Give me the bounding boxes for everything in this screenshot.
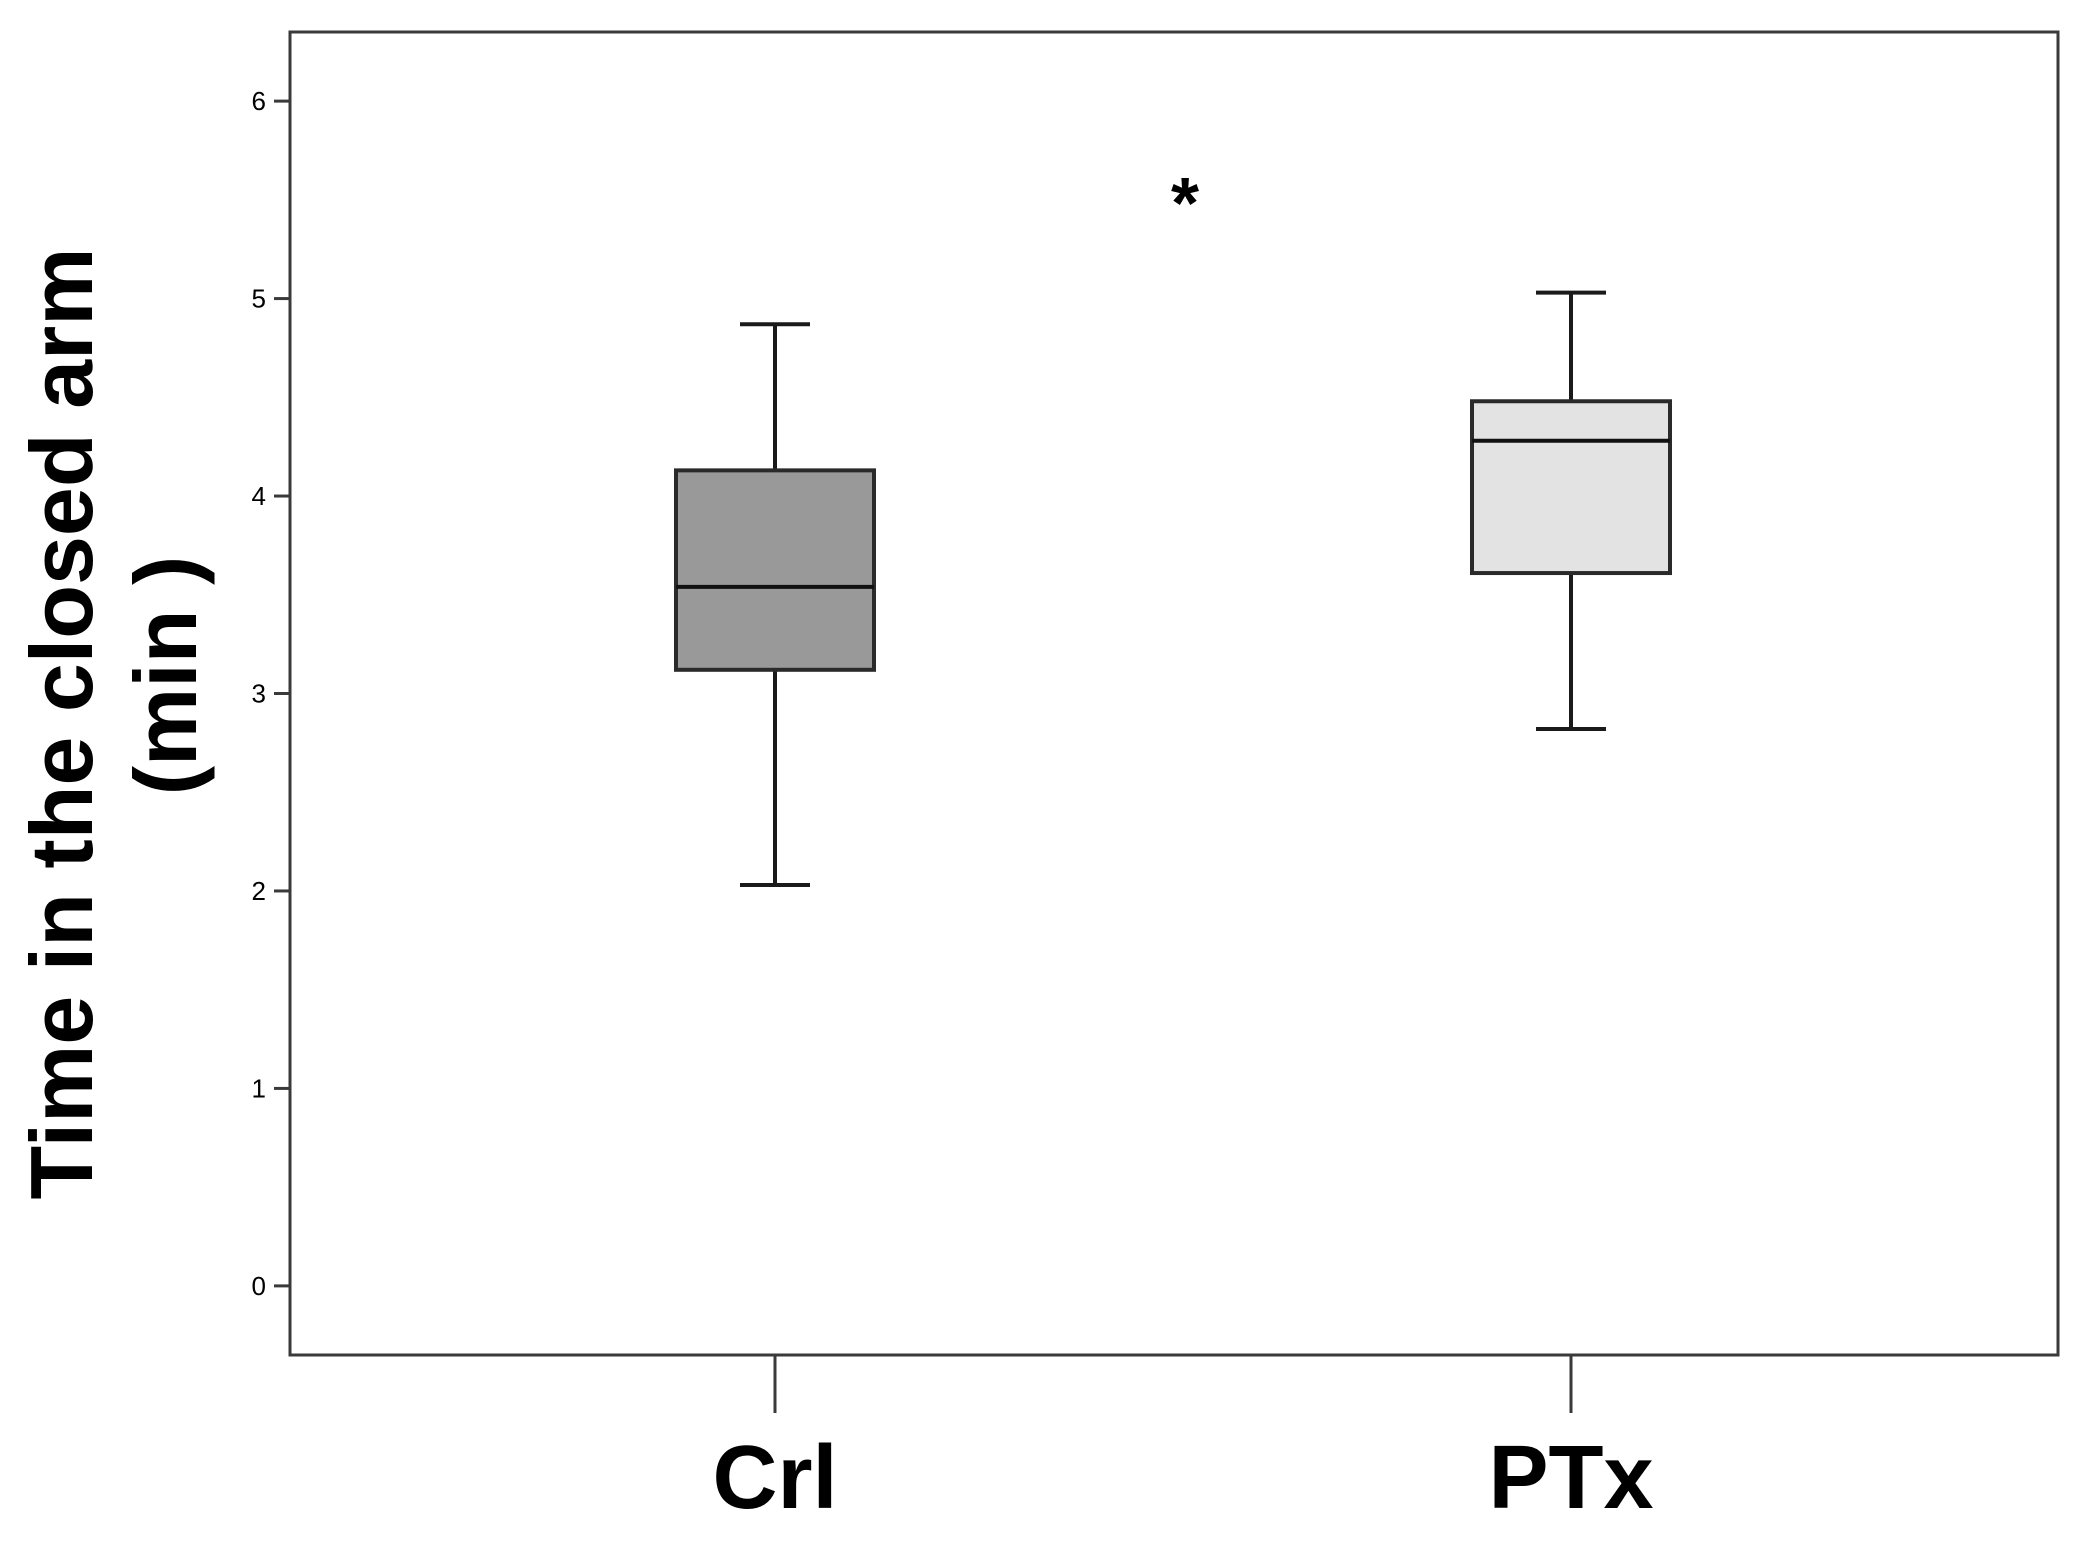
y-axis-title-line-1: Time in the closed arm	[12, 247, 111, 1199]
box-iqr	[1470, 399, 1672, 576]
box-ptx	[1470, 290, 1672, 732]
x-category-label: PTx	[1488, 1428, 1653, 1528]
y-tick-label: 1	[252, 1073, 266, 1103]
x-axis: Crl PTx	[712, 1355, 1654, 1528]
y-tick-label: 2	[252, 876, 266, 906]
y-tick-label: 6	[252, 86, 266, 116]
y-tick-label: 4	[252, 481, 266, 511]
box-series	[674, 290, 1672, 888]
y-axis-title-line-2: (min )	[116, 556, 215, 796]
y-tick-label: 0	[252, 1271, 266, 1301]
annotations: *	[1171, 164, 1199, 244]
y-axis: 0 1 2 3 4 5 6	[252, 86, 290, 1301]
x-category-label: Crl	[712, 1428, 837, 1528]
box-iqr	[674, 468, 876, 672]
y-tick-label: 3	[252, 679, 266, 709]
significance-asterisk: *	[1171, 164, 1199, 244]
y-tick-label: 5	[252, 284, 266, 314]
box-crl	[674, 322, 876, 888]
